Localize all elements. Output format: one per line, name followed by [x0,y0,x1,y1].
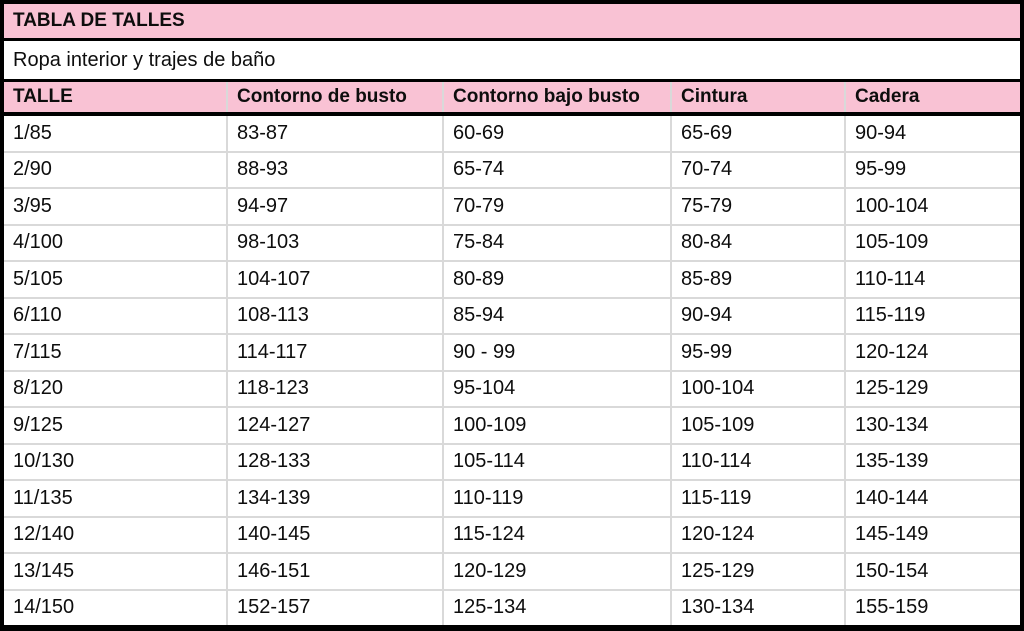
table-cell: 115-124 [444,517,672,552]
table-cell: 100-109 [444,408,672,443]
table-cell: 88-93 [228,152,444,187]
table-cell: 12/140 [4,517,228,552]
table-cell: 110-114 [672,444,846,479]
column-header-cadera: Cadera [855,86,920,107]
table-cell: 13/145 [4,554,228,589]
table-cell: 9/125 [4,408,228,443]
table-cell: 110-119 [444,481,672,516]
table-cell: 130-134 [855,413,929,436]
column-header-contorno-de-busto: Contorno de busto [228,82,444,112]
table-row: 11/135 134-139 110-119 115-119 140-144 [4,481,1020,518]
table-body: 1/85 83-87 60-69 65-69 90-94 2/90 88-93 65-74 70… [4,116,1020,625]
table-row: 14/150 152-157 125-134 130-134 155-159 [4,590,1020,625]
table-cell: 80-84 [672,225,846,260]
table-row: 2/90 88-93 65-74 70-74 95-99 [4,152,1020,189]
table-cell: 11/135 [4,481,228,516]
table-cell: 150-154 [855,559,929,582]
table-title-row: TABLA DE TALLES [4,4,1020,41]
table-cell: 110-114 [855,267,926,290]
table-cell: 120-124 [855,340,929,363]
table-cell: 105-114 [444,444,672,479]
table-cell: 140-144 [855,486,929,509]
table-cell: 14/150 [4,590,228,625]
table-cell: 83-87 [228,116,444,151]
table-cell: 95-99 [855,158,907,181]
table-cell: 2/90 [4,152,228,187]
table-cell: 95-99 [672,335,846,370]
table-cell: 105-109 [672,408,846,443]
table-row: 4/100 98-103 75-84 80-84 105-109 [4,225,1020,262]
table-cell: 75-79 [672,189,846,224]
table-cell: 90 - 99 [444,335,672,370]
table-cell: 105-109 [855,231,929,254]
table-cell: 70-74 [672,152,846,187]
table-cell: 10/130 [4,444,228,479]
table-title: TABLA DE TALLES [13,10,185,31]
table-cell: 1/85 [4,116,228,151]
table-cell: 6/110 [4,298,228,333]
table-cell: 75-84 [444,225,672,260]
table-cell: 65-74 [444,152,672,187]
table-cell: 124-127 [228,408,444,443]
table-row: 9/125 124-127 100-109 105-109 130-134 [4,408,1020,445]
table-subtitle-row: Ropa interior y trajes de baño [4,41,1020,82]
table-cell: 80-89 [444,262,672,297]
table-cell: 140-145 [228,517,444,552]
table-row: 10/130 128-133 105-114 110-114 135-139 [4,444,1020,481]
table-cell: 155-159 [855,596,929,619]
table-row: 1/85 83-87 60-69 65-69 90-94 [4,116,1020,153]
table-cell: 65-69 [672,116,846,151]
table-cell: 70-79 [444,189,672,224]
column-header-cintura: Cintura [672,82,846,112]
table-cell: 100-104 [855,194,929,217]
table-cell: 7/115 [4,335,228,370]
table-cell: 85-89 [672,262,846,297]
table-cell: 4/100 [4,225,228,260]
table-cell: 104-107 [228,262,444,297]
column-header-contorno-bajo-busto: Contorno bajo busto [444,82,672,112]
table-cell: 98-103 [228,225,444,260]
column-header-talle: TALLE [4,82,228,112]
table-row: 13/145 146-151 120-129 125-129 150-154 [4,554,1020,591]
table-cell: 114-117 [228,335,444,370]
table-cell: 128-133 [228,444,444,479]
table-cell: 120-129 [444,554,672,589]
table-cell: 118-123 [228,371,444,406]
table-cell: 152-157 [228,590,444,625]
table-cell: 90-94 [855,121,907,144]
table-cell: 120-124 [672,517,846,552]
table-cell: 115-119 [672,481,846,516]
table-row: 7/115 114-117 90 - 99 95-99 120-124 [4,335,1020,372]
table-cell: 135-139 [855,450,929,473]
table-cell: 85-94 [444,298,672,333]
table-cell: 130-134 [672,590,846,625]
table-cell: 108-113 [228,298,444,333]
table-cell: 146-151 [228,554,444,589]
table-cell: 115-119 [855,304,926,327]
table-cell: 95-104 [444,371,672,406]
table-header-row: TALLE Contorno de busto Contorno bajo bu… [4,82,1020,116]
table-cell: 145-149 [855,523,929,546]
table-cell: 60-69 [444,116,672,151]
table-cell: 8/120 [4,371,228,406]
table-cell: 134-139 [228,481,444,516]
table-cell: 3/95 [4,189,228,224]
table-cell: 125-129 [855,377,929,400]
table-row: 12/140 140-145 115-124 120-124 145-149 [4,517,1020,554]
table-cell: 94-97 [228,189,444,224]
table-cell: 90-94 [672,298,846,333]
table-row: 6/110 108-113 85-94 90-94 115-119 [4,298,1020,335]
table-cell: 125-129 [672,554,846,589]
table-cell: 125-134 [444,590,672,625]
table-row: 5/105 104-107 80-89 85-89 110-114 [4,262,1020,299]
table-row: 8/120 118-123 95-104 100-104 125-129 [4,371,1020,408]
table-cell: 5/105 [4,262,228,297]
table-subtitle: Ropa interior y trajes de baño [13,48,276,71]
table-cell: 100-104 [672,371,846,406]
table-row: 3/95 94-97 70-79 75-79 100-104 [4,189,1020,226]
